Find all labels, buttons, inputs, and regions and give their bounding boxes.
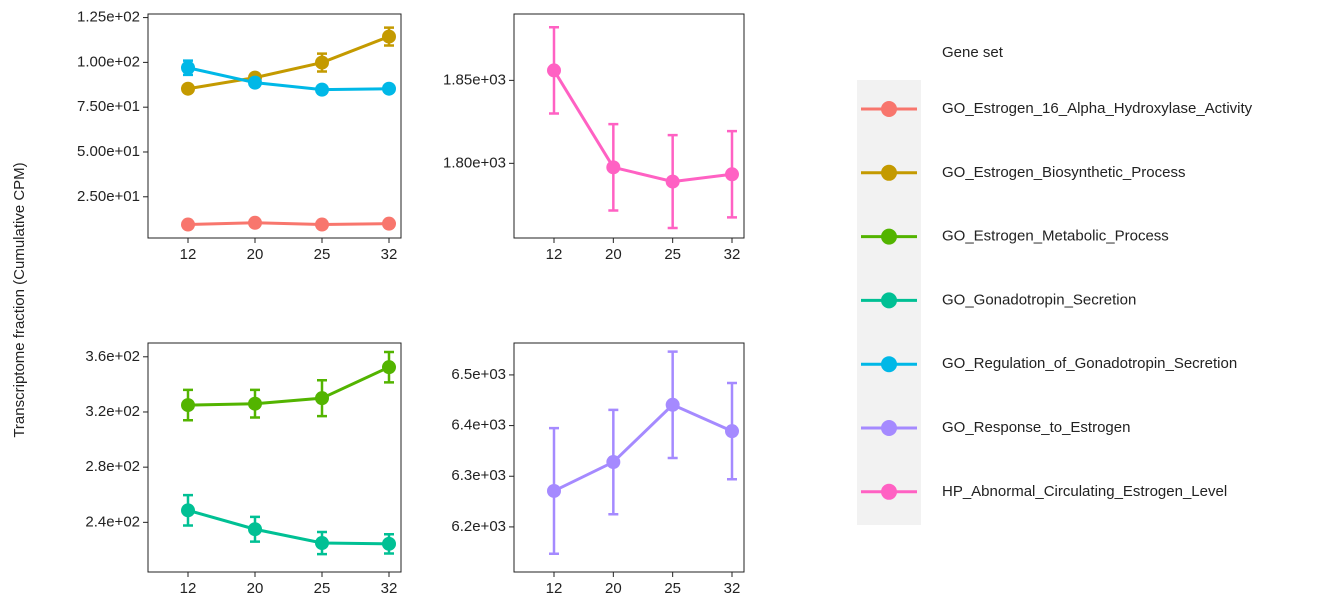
legend-label: HP_Abnormal_Circulating_Estrogen_Level <box>942 483 1227 500</box>
x-tick-label: 12 <box>546 580 563 597</box>
y-tick-label: 2.50e+01 <box>77 188 140 205</box>
y-tick-label: 2.4e+02 <box>85 513 140 530</box>
x-tick-label: 25 <box>664 580 681 597</box>
data-point <box>725 167 739 182</box>
data-point <box>315 391 329 406</box>
x-tick-label: 25 <box>314 246 331 263</box>
x-tick-label: 12 <box>180 580 197 597</box>
legend-marker <box>881 101 897 117</box>
legend-label: GO_Estrogen_16_Alpha_Hydroxylase_Activit… <box>942 100 1253 117</box>
data-point <box>248 75 262 90</box>
series-line <box>187 221 390 227</box>
y-tick-label: 5.00e+01 <box>77 143 140 160</box>
data-point <box>725 424 739 439</box>
y-tick-label: 2.8e+02 <box>85 458 140 475</box>
x-tick-label: 20 <box>605 580 622 597</box>
data-point <box>248 396 262 411</box>
data-point <box>382 536 396 551</box>
x-tick-label: 20 <box>605 246 622 263</box>
data-point <box>315 217 329 232</box>
series-line <box>552 69 733 184</box>
legend-marker <box>881 164 897 181</box>
y-tick-label: 1.80e+03 <box>443 154 506 171</box>
y-tick-label: 1.25e+02 <box>77 9 140 26</box>
x-tick-label: 12 <box>546 246 563 263</box>
x-tick-label: 32 <box>724 246 741 263</box>
data-point <box>248 215 262 230</box>
y-tick-label: 7.50e+01 <box>77 98 140 115</box>
data-point <box>315 55 329 70</box>
x-tick-label: 20 <box>247 580 264 597</box>
plot-frame <box>147 342 402 573</box>
plot-frame <box>513 342 745 573</box>
legend-label: GO_Estrogen_Biosynthetic_Process <box>942 164 1185 181</box>
data-point <box>181 81 195 96</box>
data-point <box>665 174 680 189</box>
legend-marker <box>881 292 897 309</box>
legend-marker <box>881 228 897 245</box>
plot-frame <box>513 13 745 239</box>
data-point <box>315 536 329 551</box>
y-tick-label: 3.2e+02 <box>85 403 140 420</box>
data-point <box>382 29 396 44</box>
series-line <box>187 365 390 407</box>
data-point <box>181 503 195 518</box>
legend-label: GO_Estrogen_Metabolic_Process <box>942 228 1169 245</box>
x-tick-label: 25 <box>664 246 681 263</box>
data-point <box>382 216 396 231</box>
data-point <box>547 63 561 78</box>
y-tick-label: 1.00e+02 <box>77 53 140 70</box>
legend-marker <box>881 483 897 500</box>
y-axis-label: Transcriptome fraction (Cumulative CPM) <box>11 162 28 437</box>
data-point <box>382 360 396 375</box>
series-line <box>553 403 733 493</box>
series-line <box>187 66 390 92</box>
data-point <box>181 217 195 232</box>
x-tick-label: 25 <box>314 580 331 597</box>
data-point <box>606 455 621 470</box>
y-tick-label: 6.3e+03 <box>451 467 506 484</box>
legend-marker <box>881 356 897 373</box>
data-point <box>382 81 396 96</box>
data-point <box>181 60 195 75</box>
legend-label: GO_Response_to_Estrogen <box>942 419 1130 436</box>
y-tick-label: 6.2e+03 <box>451 518 506 535</box>
series-line <box>187 35 390 91</box>
legend-marker <box>881 420 897 436</box>
plot-frame <box>147 13 402 239</box>
data-point <box>181 398 195 413</box>
data-point <box>665 397 680 412</box>
series-line <box>187 508 390 546</box>
legend-label: GO_Regulation_of_Gonadotropin_Secretion <box>942 355 1237 372</box>
x-tick-label: 20 <box>247 246 264 263</box>
data-point <box>315 82 329 97</box>
y-tick-label: 1.85e+03 <box>443 71 506 88</box>
x-tick-label: 12 <box>180 246 197 263</box>
x-tick-label: 32 <box>724 580 741 597</box>
data-point <box>547 483 561 498</box>
data-point <box>606 160 621 175</box>
legend-label: GO_Gonadotropin_Secretion <box>942 291 1136 308</box>
legend-title: Gene set <box>942 44 1004 61</box>
data-point <box>248 522 262 537</box>
y-tick-label: 3.6e+02 <box>85 348 140 365</box>
y-tick-label: 6.4e+03 <box>451 417 506 434</box>
y-tick-label: 6.5e+03 <box>451 366 506 383</box>
x-tick-label: 32 <box>381 580 398 597</box>
x-tick-label: 32 <box>381 246 398 263</box>
